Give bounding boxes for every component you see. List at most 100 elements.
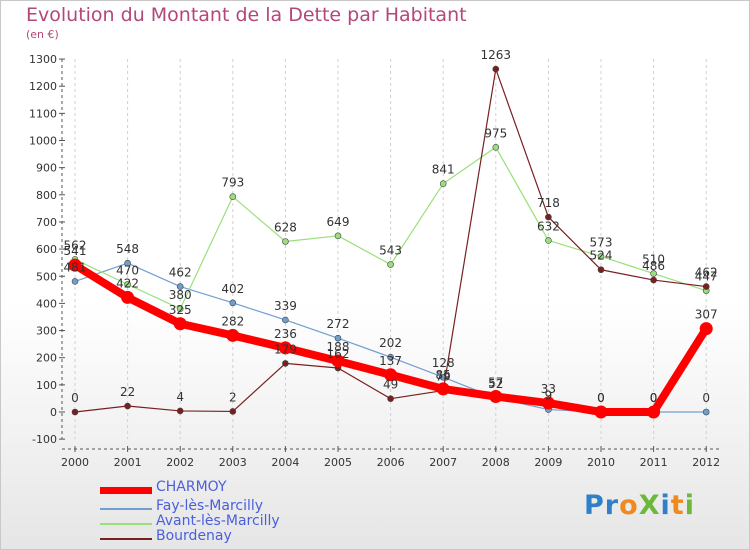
data-label: 52 — [488, 377, 503, 391]
data-label: 402 — [221, 282, 244, 296]
data-label: 543 — [379, 244, 402, 258]
data-label: 128 — [432, 356, 455, 370]
logo-letter: t — [670, 490, 685, 521]
y-tick-label: 100 — [36, 379, 57, 392]
legend-swatch — [100, 523, 152, 525]
data-label: 0 — [650, 391, 658, 405]
data-point — [71, 278, 79, 285]
data-label: 272 — [327, 317, 350, 331]
y-tick-label: -100 — [32, 433, 57, 446]
proxiti-logo: ProXiti — [584, 490, 695, 521]
logo-letter: i — [660, 490, 671, 521]
data-point — [334, 232, 342, 240]
y-tick-label: 300 — [36, 325, 57, 338]
data-point — [650, 270, 657, 277]
data-point — [176, 283, 184, 290]
x-tick-label: 2011 — [640, 456, 668, 469]
y-tick-label: 0 — [50, 406, 57, 419]
data-point — [229, 193, 237, 201]
logo-letter: i — [684, 490, 695, 521]
data-label: 282 — [221, 314, 244, 328]
data-point — [331, 354, 345, 368]
data-label: 524 — [590, 249, 613, 263]
data-point — [489, 390, 503, 404]
data-point — [541, 396, 555, 410]
y-tick-label: 1100 — [29, 107, 57, 120]
data-label: 462 — [695, 266, 718, 280]
legend-swatch — [100, 538, 152, 540]
data-point — [545, 213, 552, 221]
data-label: 628 — [274, 220, 297, 234]
data-label: 4 — [176, 390, 184, 404]
y-tick-label: 700 — [36, 216, 57, 229]
data-point — [121, 290, 135, 304]
x-tick-label: 2005 — [324, 456, 352, 469]
legend-swatch — [100, 486, 152, 494]
data-label: 793 — [221, 176, 244, 190]
data-label: 548 — [116, 242, 139, 256]
data-point — [226, 328, 240, 342]
x-tick-label: 2010 — [587, 456, 615, 469]
legend-label: Fay-lès-Marcilly — [156, 498, 264, 514]
legend-label: Avant-lès-Marcilly — [156, 513, 280, 529]
x-tick-label: 2012 — [692, 456, 720, 469]
data-point — [545, 237, 552, 244]
data-point — [229, 299, 237, 307]
data-label: 339 — [274, 299, 297, 313]
data-label: 22 — [120, 385, 135, 399]
data-point — [176, 407, 184, 415]
data-point — [597, 266, 605, 274]
legend-label: CHARMOY — [156, 479, 227, 495]
data-label: 0 — [650, 391, 658, 405]
data-label: 481 — [64, 260, 87, 274]
data-label: 380 — [169, 288, 192, 302]
data-point — [124, 259, 131, 267]
data-label: 2 — [229, 390, 237, 404]
y-tick-label: 900 — [36, 162, 57, 175]
logo-letter: o — [619, 490, 639, 521]
data-point — [124, 281, 131, 288]
data-point — [282, 238, 289, 245]
data-point — [124, 402, 131, 410]
y-tick-label: 400 — [36, 297, 57, 310]
x-tick-label: 2009 — [534, 456, 562, 469]
data-label: 841 — [432, 163, 455, 177]
data-point — [647, 405, 661, 419]
data-label: 137 — [379, 354, 402, 368]
x-tick-label: 2003 — [219, 456, 247, 469]
x-tick-label: 2008 — [482, 456, 510, 469]
data-label: 447 — [695, 270, 718, 284]
chart-title: Evolution du Montant de la Dette par Hab… — [26, 4, 467, 26]
data-label: 486 — [642, 259, 665, 273]
data-label: 49 — [383, 378, 398, 392]
data-point — [387, 353, 394, 361]
data-label: 975 — [484, 126, 507, 140]
data-label: 33 — [541, 382, 556, 396]
data-label: 562 — [64, 238, 87, 252]
data-label: 325 — [169, 303, 192, 317]
data-point — [282, 360, 289, 367]
data-point — [702, 408, 710, 416]
logo-letter: P — [584, 490, 605, 521]
data-label: 649 — [327, 215, 350, 229]
data-label: 470 — [116, 263, 139, 277]
x-tick-label: 2001 — [114, 456, 142, 469]
y-tick-label: 200 — [36, 352, 57, 365]
x-tick-label: 2000 — [61, 456, 89, 469]
y-tick-label: 1200 — [29, 80, 57, 93]
y-tick-label: 800 — [36, 189, 57, 202]
data-label: 57 — [488, 376, 503, 390]
data-label: 179 — [274, 342, 297, 356]
x-tick-label: 2002 — [166, 456, 194, 469]
data-label: 462 — [169, 266, 192, 280]
data-label: 718 — [537, 196, 560, 210]
data-label: 79 — [436, 370, 451, 384]
x-tick-label: 2007 — [429, 456, 457, 469]
y-tick-label: 500 — [36, 270, 57, 283]
legend-label: Bourdenay — [156, 528, 232, 544]
data-label: 0 — [702, 391, 710, 405]
logo-letter: X — [638, 490, 661, 521]
data-point — [650, 276, 657, 284]
y-tick-label: 1300 — [29, 53, 57, 66]
